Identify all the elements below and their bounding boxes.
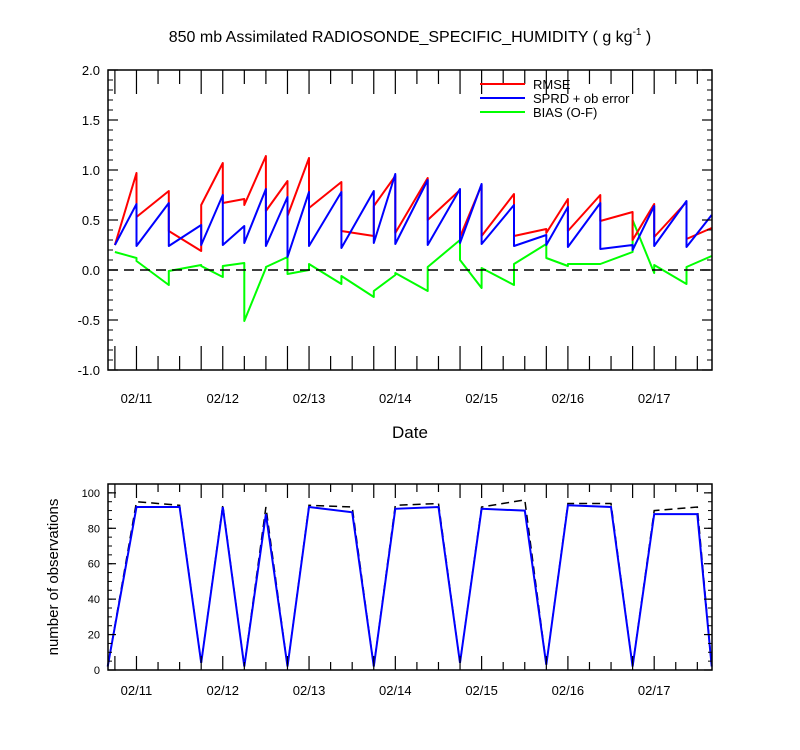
- legend-label: BIAS (O-F): [533, 105, 597, 120]
- y-tick-label: 2.0: [82, 63, 100, 78]
- x-tick-label: 02/14: [379, 683, 412, 698]
- x-tick-label: 02/11: [121, 683, 153, 698]
- y-tick-label: 100: [82, 488, 100, 500]
- x-tick-label: 02/13: [293, 683, 326, 698]
- obs-used-line: [106, 504, 713, 667]
- y-axis-label-observations: number of observations: [45, 499, 62, 656]
- legend-label: RMSE: [533, 77, 571, 92]
- y-tick-label: 0.0: [82, 263, 100, 278]
- legend-label: SPRD + ob error: [533, 91, 630, 106]
- y-tick-label: 1.5: [82, 113, 100, 128]
- x-axis-label: Date: [392, 423, 428, 442]
- x-tick-label: 02/16: [552, 683, 585, 698]
- x-tick-label: 02/17: [638, 391, 671, 406]
- y-tick-label: 0.5: [82, 213, 100, 228]
- top-panel: 2.0 1.5 1.0 0.5 0.0 -0.5 -1.0 02/11 02/12 02/13 02…: [78, 63, 713, 442]
- top-plot-frame: [107, 69, 713, 371]
- bottom-series-group: [106, 499, 713, 667]
- y-tick-label: 1.0: [82, 163, 100, 178]
- y-tick-label: 20: [88, 630, 100, 642]
- y-tick-label: -0.5: [78, 313, 100, 328]
- y-tick-label: -1.0: [78, 363, 100, 378]
- x-tick-label: 02/12: [206, 391, 239, 406]
- legend-rmse: RMSE: [480, 77, 571, 92]
- y-tick-label: 80: [88, 523, 100, 535]
- bottom-plot-frame: [107, 483, 713, 671]
- top-series-group: [113, 155, 713, 322]
- bottom-ticks-group: 100 80 60 40 20 0 02/11 02/12 02/13 02/14 02/15 02/…: [82, 484, 712, 698]
- bias-line: [114, 219, 713, 322]
- x-tick-label: 02/16: [552, 391, 585, 406]
- x-tick-label: 02/15: [465, 683, 498, 698]
- y-tick-label: 40: [88, 594, 100, 606]
- x-tick-label: 02/15: [465, 391, 498, 406]
- x-tick-label: 02/12: [206, 683, 239, 698]
- x-tick-label: 02/13: [293, 391, 326, 406]
- top-ticks-group: 2.0 1.5 1.0 0.5 0.0 -0.5 -1.0 02/11 02/12 02/13 02…: [78, 63, 712, 406]
- legend-sprd-ob-error: SPRD + ob error: [480, 91, 630, 106]
- chart-title-end: ): [641, 29, 651, 46]
- y-tick-label: 60: [88, 559, 100, 571]
- chart-title-main: 850 mb Assimilated RADIOSONDE_SPECIFIC_H…: [169, 29, 633, 46]
- y-tick-label: 0: [94, 665, 100, 677]
- x-tick-label: 02/11: [121, 391, 153, 406]
- sprd-ob-error-line: [114, 173, 713, 258]
- x-tick-label: 02/14: [379, 391, 412, 406]
- x-tick-label: 02/17: [638, 683, 671, 698]
- legend-bias: BIAS (O-F): [480, 105, 597, 120]
- chart-title-sup: -1: [633, 27, 642, 38]
- bottom-panel: 100 80 60 40 20 0 02/11 02/12 02/13 02/14 02/15 02/…: [45, 483, 713, 698]
- chart-title: 850 mb Assimilated RADIOSONDE_SPECIFIC_H…: [169, 27, 652, 46]
